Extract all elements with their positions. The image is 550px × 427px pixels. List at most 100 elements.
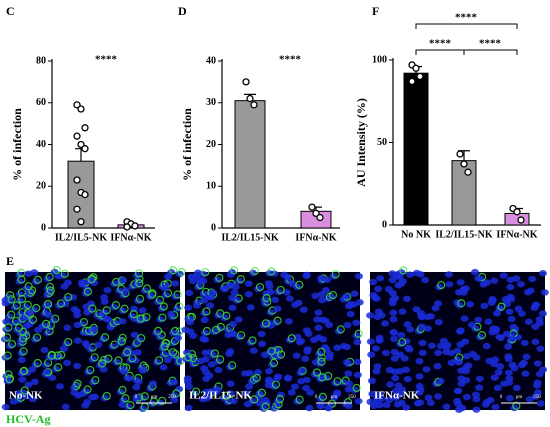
nucleus xyxy=(402,404,411,411)
stain xyxy=(149,397,159,406)
nucleus xyxy=(31,336,40,343)
nucleus xyxy=(467,321,476,328)
stain xyxy=(43,299,53,309)
scale-label: 0 xyxy=(135,395,138,400)
stain xyxy=(3,351,12,360)
nucleus xyxy=(118,318,127,325)
nucleus xyxy=(17,350,26,357)
scale-label: μm xyxy=(516,395,523,400)
nucleus xyxy=(253,369,262,376)
nucleus xyxy=(1,336,10,343)
stain xyxy=(228,361,237,370)
nucleus xyxy=(70,306,79,313)
nucleus xyxy=(1,354,10,361)
nucleus xyxy=(109,303,118,311)
nucleus xyxy=(119,397,128,404)
nucleus xyxy=(540,289,549,296)
stain xyxy=(295,280,304,289)
x-tick-label: IL2/IL15-NK xyxy=(435,229,492,240)
y-axis-label: % of infection xyxy=(180,108,194,181)
stain xyxy=(287,334,296,343)
data-point xyxy=(81,190,89,199)
stain xyxy=(24,282,33,291)
image-label: No-NK xyxy=(9,390,43,402)
nucleus xyxy=(60,283,69,290)
nucleus xyxy=(133,272,142,279)
nucleus xyxy=(167,310,176,318)
nucleus xyxy=(153,298,162,306)
nucleus xyxy=(406,271,415,278)
nucleus xyxy=(201,355,210,363)
stain xyxy=(102,306,111,315)
nucleus xyxy=(389,316,398,323)
nucleus xyxy=(124,403,133,411)
nucleus xyxy=(480,302,489,310)
nucleus xyxy=(185,383,194,390)
stain xyxy=(23,300,32,310)
y-tick-label: 40 xyxy=(206,55,216,66)
nucleus xyxy=(125,375,134,382)
nucleus xyxy=(273,397,282,405)
stain xyxy=(98,359,107,368)
bar xyxy=(451,160,477,226)
nucleus xyxy=(245,369,254,377)
nucleus xyxy=(521,370,530,377)
stain xyxy=(83,287,93,296)
stain xyxy=(135,294,145,303)
nucleus xyxy=(275,353,284,360)
nucleus xyxy=(350,290,359,297)
nucleus xyxy=(17,356,26,364)
nucleus xyxy=(402,295,411,303)
nucleus xyxy=(290,383,299,390)
nucleus xyxy=(499,272,508,279)
nucleus xyxy=(62,340,71,348)
nucleus xyxy=(156,316,165,323)
nucleus xyxy=(71,382,80,389)
nucleus xyxy=(116,388,125,396)
nucleus xyxy=(502,330,511,338)
nucleus xyxy=(138,307,147,314)
nucleus xyxy=(436,342,445,350)
y-tick-label: 60 xyxy=(36,97,46,108)
nucleus xyxy=(70,389,79,396)
stain xyxy=(136,314,145,323)
stain xyxy=(17,294,27,304)
nucleus xyxy=(134,317,143,324)
significance: **** xyxy=(429,38,452,50)
nucleus xyxy=(244,280,253,287)
panel-label: F xyxy=(372,4,379,18)
nucleus xyxy=(226,348,235,355)
nucleus xyxy=(390,335,399,343)
panel-label: D xyxy=(178,4,187,18)
nucleus xyxy=(319,336,328,343)
nucleus xyxy=(63,359,72,367)
nucleus xyxy=(316,402,325,410)
stain xyxy=(137,333,146,343)
nucleus xyxy=(471,268,480,276)
nucleus xyxy=(294,299,303,307)
stain xyxy=(222,311,231,320)
nucleus xyxy=(447,359,456,366)
nucleus xyxy=(316,395,325,403)
stain xyxy=(142,312,151,322)
nucleus xyxy=(55,302,64,309)
stain xyxy=(117,337,126,346)
nucleus xyxy=(350,386,359,394)
nucleus xyxy=(506,293,515,301)
nucleus xyxy=(427,342,436,349)
stain xyxy=(184,353,193,362)
nucleus xyxy=(146,293,155,300)
stain xyxy=(129,310,138,319)
nucleus xyxy=(483,279,492,286)
nucleus xyxy=(536,345,545,352)
nucleus xyxy=(171,293,180,300)
nucleus xyxy=(42,361,51,368)
stain xyxy=(114,356,123,365)
nucleus xyxy=(295,338,304,346)
nucleus xyxy=(517,361,526,369)
nucleus xyxy=(202,388,211,396)
scale-label: μm xyxy=(331,395,338,400)
nucleus xyxy=(44,289,53,296)
nucleus xyxy=(507,315,516,323)
stain xyxy=(512,401,521,410)
